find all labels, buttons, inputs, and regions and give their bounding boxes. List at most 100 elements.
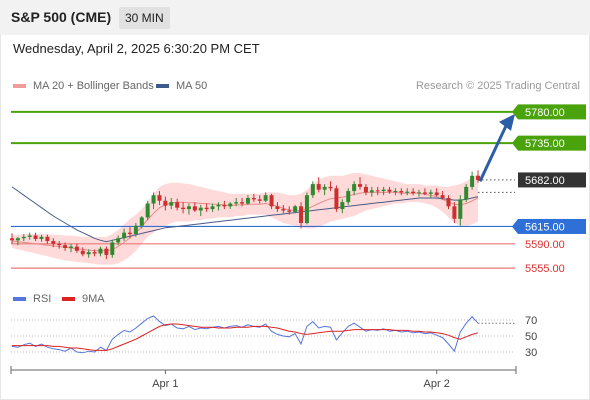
research-credit: Research © 2025 Trading Central [415, 80, 580, 92]
candle-body [293, 206, 298, 212]
rsi-tick-70: 70 [525, 315, 537, 327]
candle-body [251, 197, 256, 200]
candle-body [204, 207, 209, 210]
candle-body [216, 204, 221, 207]
candle-body [422, 192, 427, 194]
candle-body [68, 246, 73, 248]
candle-body [63, 245, 68, 248]
candle-body [198, 207, 203, 211]
candle-body [287, 210, 292, 212]
candle-body [411, 191, 416, 194]
candle-body [417, 192, 422, 194]
candle-body [133, 225, 138, 235]
price-tag-pointer [512, 135, 518, 151]
candle-body [245, 197, 250, 204]
candle-body [322, 186, 327, 190]
legend-ma50: MA 50 [156, 80, 207, 92]
candle-body [33, 235, 38, 239]
forecast-arrow-head [499, 113, 515, 131]
rsi-ma-line [12, 323, 479, 351]
rsi-swatch [13, 297, 26, 301]
ma20-label: MA 20 + Bollinger Bands [33, 80, 154, 92]
candle-body [458, 199, 463, 219]
candle-body [257, 199, 262, 201]
candle-body [80, 250, 85, 255]
candle-body [393, 191, 398, 193]
candle-body [192, 206, 197, 211]
price-tag-5682.00 [518, 172, 586, 188]
candle-body [92, 252, 97, 254]
candle-body [476, 175, 480, 180]
price-tag-5615.00 [518, 218, 586, 234]
candle-body [145, 203, 150, 218]
symbol-title: S&P 500 (CME) [11, 9, 112, 25]
price-label-5615.00: 5615.00 [525, 221, 565, 233]
candle-body [163, 200, 168, 206]
candle-body [228, 203, 233, 207]
candle-body [57, 243, 62, 246]
price-label-5735.00: 5735.00 [525, 138, 565, 150]
candle-body [263, 195, 268, 201]
legend-rsi: RSI [13, 293, 51, 305]
rsi-line [11, 315, 479, 354]
candle-body [399, 191, 404, 193]
candle-body [210, 206, 215, 210]
legend-ma20: MA 20 + Bollinger Bands [13, 80, 154, 92]
candle-body [45, 236, 50, 242]
candle-body [186, 206, 191, 210]
candle-body [369, 190, 374, 193]
candle-body [74, 246, 79, 251]
price-tag-5780.00 [518, 104, 586, 120]
rsi-tick-50: 50 [525, 331, 537, 343]
candle-body [375, 190, 380, 192]
candle-body [51, 241, 56, 244]
candle-body [470, 175, 475, 187]
candle-body [222, 204, 227, 207]
candle-body [363, 186, 368, 193]
rsi-ma-swatch [62, 297, 75, 301]
candle-body [234, 202, 239, 204]
candle-body [240, 202, 245, 204]
ma50-line [11, 186, 479, 243]
price-tag-pointer [512, 218, 518, 234]
candle-body [352, 184, 357, 192]
candle-body [346, 191, 351, 203]
candle-body [405, 191, 410, 193]
candle-body [116, 238, 121, 243]
candle-body [21, 236, 26, 239]
candle-body [122, 232, 127, 239]
ma50-swatch [156, 84, 169, 88]
timeframe-badge[interactable]: 30 MIN [119, 7, 170, 29]
candle-body [304, 195, 309, 223]
ma20-line [11, 191, 479, 252]
candle-body [86, 252, 91, 255]
candle-body [299, 206, 304, 223]
candle-body [104, 248, 109, 255]
candle-body [139, 217, 144, 226]
candle-body [381, 189, 386, 192]
candle-body [27, 235, 32, 237]
legend-rsi-ma: 9MA [62, 293, 105, 305]
candle-body [434, 192, 439, 196]
candle-body [157, 195, 162, 201]
rsi-tick-30: 30 [525, 347, 537, 359]
x-tick-label: Apr 1 [152, 378, 178, 390]
candle-body [452, 206, 457, 219]
ma50-label: MA 50 [176, 80, 208, 92]
candle-body [269, 195, 274, 207]
candle-body [328, 186, 333, 189]
forecast-arrow-shaft [478, 125, 508, 182]
price-label-5555.00: 5555.00 [525, 263, 565, 275]
candle-body [340, 202, 345, 210]
candle-body [127, 232, 132, 235]
candle-body [39, 236, 44, 239]
candle-body [334, 188, 339, 210]
candle-body [446, 197, 451, 207]
candle-body [281, 209, 286, 211]
x-tick-label: Apr 2 [424, 378, 450, 390]
candle-body [275, 206, 280, 210]
candle-body [358, 184, 363, 187]
price-label-5590.00: 5590.00 [525, 239, 565, 251]
candle-body [464, 186, 469, 200]
